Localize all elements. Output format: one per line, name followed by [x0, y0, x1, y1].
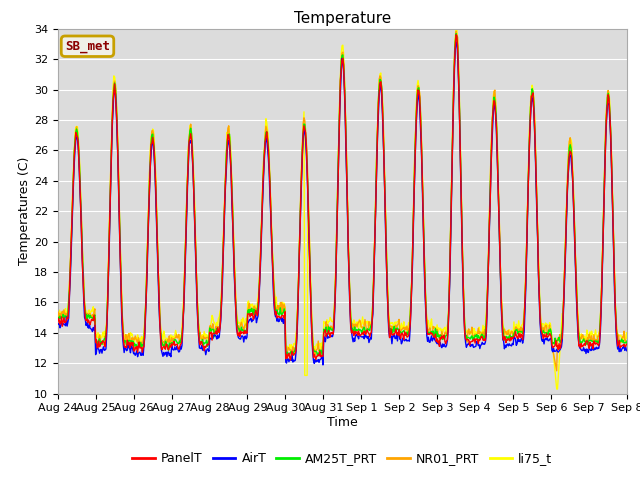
NR01_PRT — [123, 333, 131, 338]
li75_t — [452, 24, 460, 30]
PanelT — [413, 111, 420, 117]
AM25T_PRT — [623, 338, 631, 344]
AM25T_PRT — [429, 328, 437, 334]
AirT — [319, 362, 327, 368]
li75_t — [180, 275, 188, 281]
li75_t — [623, 336, 631, 341]
NR01_PRT — [623, 339, 631, 345]
AirT — [413, 117, 420, 123]
PanelT — [623, 342, 631, 348]
AM25T_PRT — [180, 282, 188, 288]
Title: Temperature: Temperature — [294, 11, 391, 26]
li75_t — [64, 308, 72, 314]
AirT — [623, 348, 631, 354]
Y-axis label: Temperatures (C): Temperatures (C) — [18, 157, 31, 265]
NR01_PRT — [180, 276, 188, 281]
Line: li75_t: li75_t — [58, 27, 627, 389]
Line: PanelT: PanelT — [58, 35, 627, 360]
AirT — [429, 336, 437, 342]
AM25T_PRT — [283, 353, 291, 359]
AirT — [123, 348, 131, 354]
AirT — [180, 289, 188, 295]
PanelT — [54, 320, 61, 326]
NR01_PRT — [64, 310, 72, 316]
AM25T_PRT — [413, 108, 420, 114]
NR01_PRT — [54, 316, 61, 322]
PanelT — [211, 331, 218, 336]
Line: AM25T_PRT: AM25T_PRT — [58, 34, 627, 356]
AM25T_PRT — [123, 343, 131, 348]
AirT — [64, 319, 72, 325]
NR01_PRT — [211, 330, 218, 336]
li75_t — [54, 305, 61, 311]
li75_t — [211, 320, 218, 325]
NR01_PRT — [428, 332, 436, 338]
li75_t — [553, 386, 561, 392]
AirT — [211, 332, 218, 338]
AirT — [453, 39, 461, 45]
PanelT — [452, 32, 460, 37]
li75_t — [428, 326, 436, 332]
PanelT — [429, 333, 437, 339]
PanelT — [123, 345, 131, 350]
NR01_PRT — [553, 368, 561, 374]
NR01_PRT — [412, 125, 419, 131]
PanelT — [287, 357, 294, 363]
AM25T_PRT — [54, 318, 61, 324]
X-axis label: Time: Time — [327, 416, 358, 429]
Legend: PanelT, AirT, AM25T_PRT, NR01_PRT, li75_t: PanelT, AirT, AM25T_PRT, NR01_PRT, li75_… — [127, 447, 557, 470]
li75_t — [123, 339, 131, 345]
NR01_PRT — [452, 29, 460, 35]
PanelT — [180, 284, 188, 289]
Text: SB_met: SB_met — [65, 40, 110, 53]
Line: NR01_PRT: NR01_PRT — [58, 32, 627, 371]
PanelT — [64, 316, 72, 322]
li75_t — [412, 127, 419, 133]
Line: AirT: AirT — [58, 42, 627, 365]
AM25T_PRT — [452, 31, 460, 36]
AM25T_PRT — [211, 334, 218, 339]
AM25T_PRT — [64, 312, 72, 318]
AirT — [54, 320, 61, 326]
